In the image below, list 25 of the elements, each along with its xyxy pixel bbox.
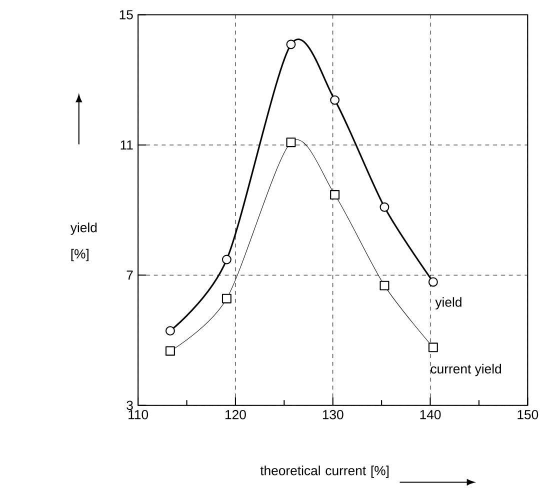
point — [330, 95, 340, 105]
point — [380, 280, 390, 290]
x-tick-label: 140 — [420, 410, 441, 420]
x-tick-label: 150 — [518, 410, 538, 420]
point — [286, 138, 296, 148]
point — [286, 40, 296, 50]
point — [428, 342, 438, 352]
series-label: yield — [435, 297, 462, 310]
x-tick-label: 120 — [226, 410, 246, 420]
point — [222, 294, 232, 304]
y-tick-label: 7 — [126, 270, 133, 280]
point — [165, 346, 175, 356]
point — [380, 202, 390, 212]
series-label: current yield — [430, 364, 502, 376]
x-tick-label: 130 — [322, 410, 344, 420]
point — [165, 326, 175, 336]
point — [330, 190, 340, 200]
point — [222, 254, 232, 264]
point — [428, 277, 438, 287]
x-tick-label: 110 — [128, 410, 148, 420]
y-tick-label: 11 — [120, 140, 133, 150]
x-axis-title: theoretical current [%] — [260, 466, 389, 478]
y-tick-label: 15 — [120, 10, 133, 20]
y-tick-label: 3 — [126, 400, 133, 410]
y-axis-title: yield [%] — [70, 222, 97, 262]
